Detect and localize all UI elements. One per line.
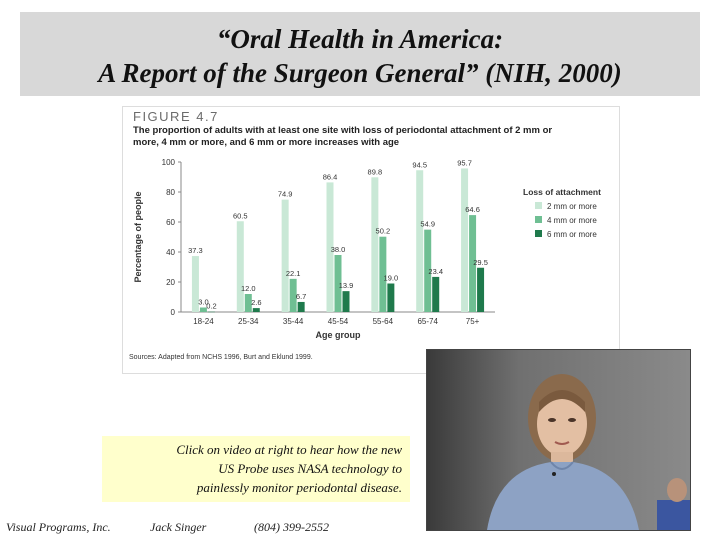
bar-18-24-4-mm-or-more [199,307,207,312]
bar-25-34-2-mm-or-more [236,221,244,312]
callout-line-2: US Probe uses NASA technology to [218,461,402,476]
slide-title-line-2: A Report of the Surgeon General” (NIH, 2… [98,58,622,88]
legend-label: 2 mm or more [547,202,597,211]
data-label: 19.0 [384,274,399,283]
bar-45-54-2-mm-or-more [326,182,334,312]
data-label: 37.3 [188,246,203,255]
y-tick-label: 20 [166,278,175,287]
bar-65-74-6-mm-or-more [432,276,440,312]
x-tick-label: 65-74 [417,317,438,326]
data-label: 54.9 [420,220,435,229]
video-player[interactable] [426,349,691,531]
video-frame-image [427,350,690,530]
bar-35-44-2-mm-or-more [281,199,289,312]
bar-55-64-2-mm-or-more [371,177,379,312]
data-label: 23.4 [428,267,443,276]
bar-65-74-4-mm-or-more [424,229,432,312]
y-tick-label: 80 [166,188,175,197]
data-label: 0.2 [206,302,216,311]
y-tick-label: 40 [166,248,175,257]
x-tick-label: 18-24 [193,317,214,326]
y-axis-label: Percentage of people [133,191,143,282]
footer-phone: (804) 399-2552 [254,520,329,534]
bar-55-64-4-mm-or-more [379,236,387,312]
data-label: 2.6 [251,298,261,307]
legend-label: 4 mm or more [547,216,597,225]
data-label: 89.8 [368,167,383,176]
x-axis-label: Age group [316,330,361,340]
callout-line-3: painlessly monitor periodontal disease. [196,480,402,495]
x-tick-label: 35-44 [283,317,304,326]
bar-45-54-6-mm-or-more [342,291,350,312]
periodontal-bar-chart: 0 20 40 60 80 100 Percentage of people 37.3 3.00… [133,158,601,340]
bar-35-44-4-mm-or-more [289,278,297,312]
bar-18-24-2-mm-or-more [191,256,199,312]
x-tick-label: 25-34 [238,317,259,326]
bar-55-64-6-mm-or-more [387,283,395,312]
data-label: 74.9 [278,190,293,199]
callout-line-1: Click on video at right to hear how the … [176,442,402,457]
x-tick-label: 75+ [466,317,480,326]
bar-75+-2-mm-or-more [461,168,469,312]
footer-person: Jack Singer [150,520,207,534]
video-callout: Click on video at right to hear how the … [102,436,410,502]
data-label: 6.7 [296,292,306,301]
data-label: 38.0 [331,245,346,254]
data-label: 50.2 [376,227,391,236]
bar-25-34-4-mm-or-more [244,294,252,312]
bar-18-24-6-mm-or-more [207,311,215,313]
bar-75+-4-mm-or-more [469,215,477,312]
legend-swatch [535,202,542,209]
y-tick-label: 100 [162,158,176,167]
figure-panel: FIGURE 4.7 The proportion of adults with… [122,106,620,374]
figure-source: Sources: Adapted from NCHS 1996, Burt an… [129,354,313,361]
slide-title-banner: “Oral Health in America: A Report of the… [20,12,700,96]
legend-label: 6 mm or more [547,230,597,239]
bar-75+-6-mm-or-more [477,267,485,312]
bar-45-54-4-mm-or-more [334,255,342,312]
x-tick-label: 45-54 [328,317,349,326]
bar-65-74-2-mm-or-more [416,170,424,312]
x-tick-label: 55-64 [373,317,394,326]
data-label: 64.6 [465,205,480,214]
bar-25-34-6-mm-or-more [252,308,260,312]
legend-swatch [535,216,542,223]
data-label: 3.0 [198,298,208,307]
data-label: 95.7 [457,158,472,167]
data-label: 22.1 [286,269,301,278]
legend-title: Loss of attachment [523,187,601,197]
data-label: 60.5 [233,211,248,220]
data-label: 94.5 [412,160,427,169]
slide-title-line-1: “Oral Health in America: [216,24,504,54]
legend-swatch [535,230,542,237]
figure-caption: The proportion of adults with at least o… [133,125,553,148]
figure-label: FIGURE 4.7 [133,109,219,124]
data-label: 13.9 [339,281,354,290]
data-label: 29.5 [473,258,488,267]
data-label: 12.0 [241,284,256,293]
footer-company: Visual Programs, Inc. [6,520,111,534]
y-tick-label: 0 [171,308,176,317]
y-tick-label: 60 [166,218,175,227]
bar-35-44-6-mm-or-more [297,301,305,312]
data-label: 86.4 [323,172,338,181]
